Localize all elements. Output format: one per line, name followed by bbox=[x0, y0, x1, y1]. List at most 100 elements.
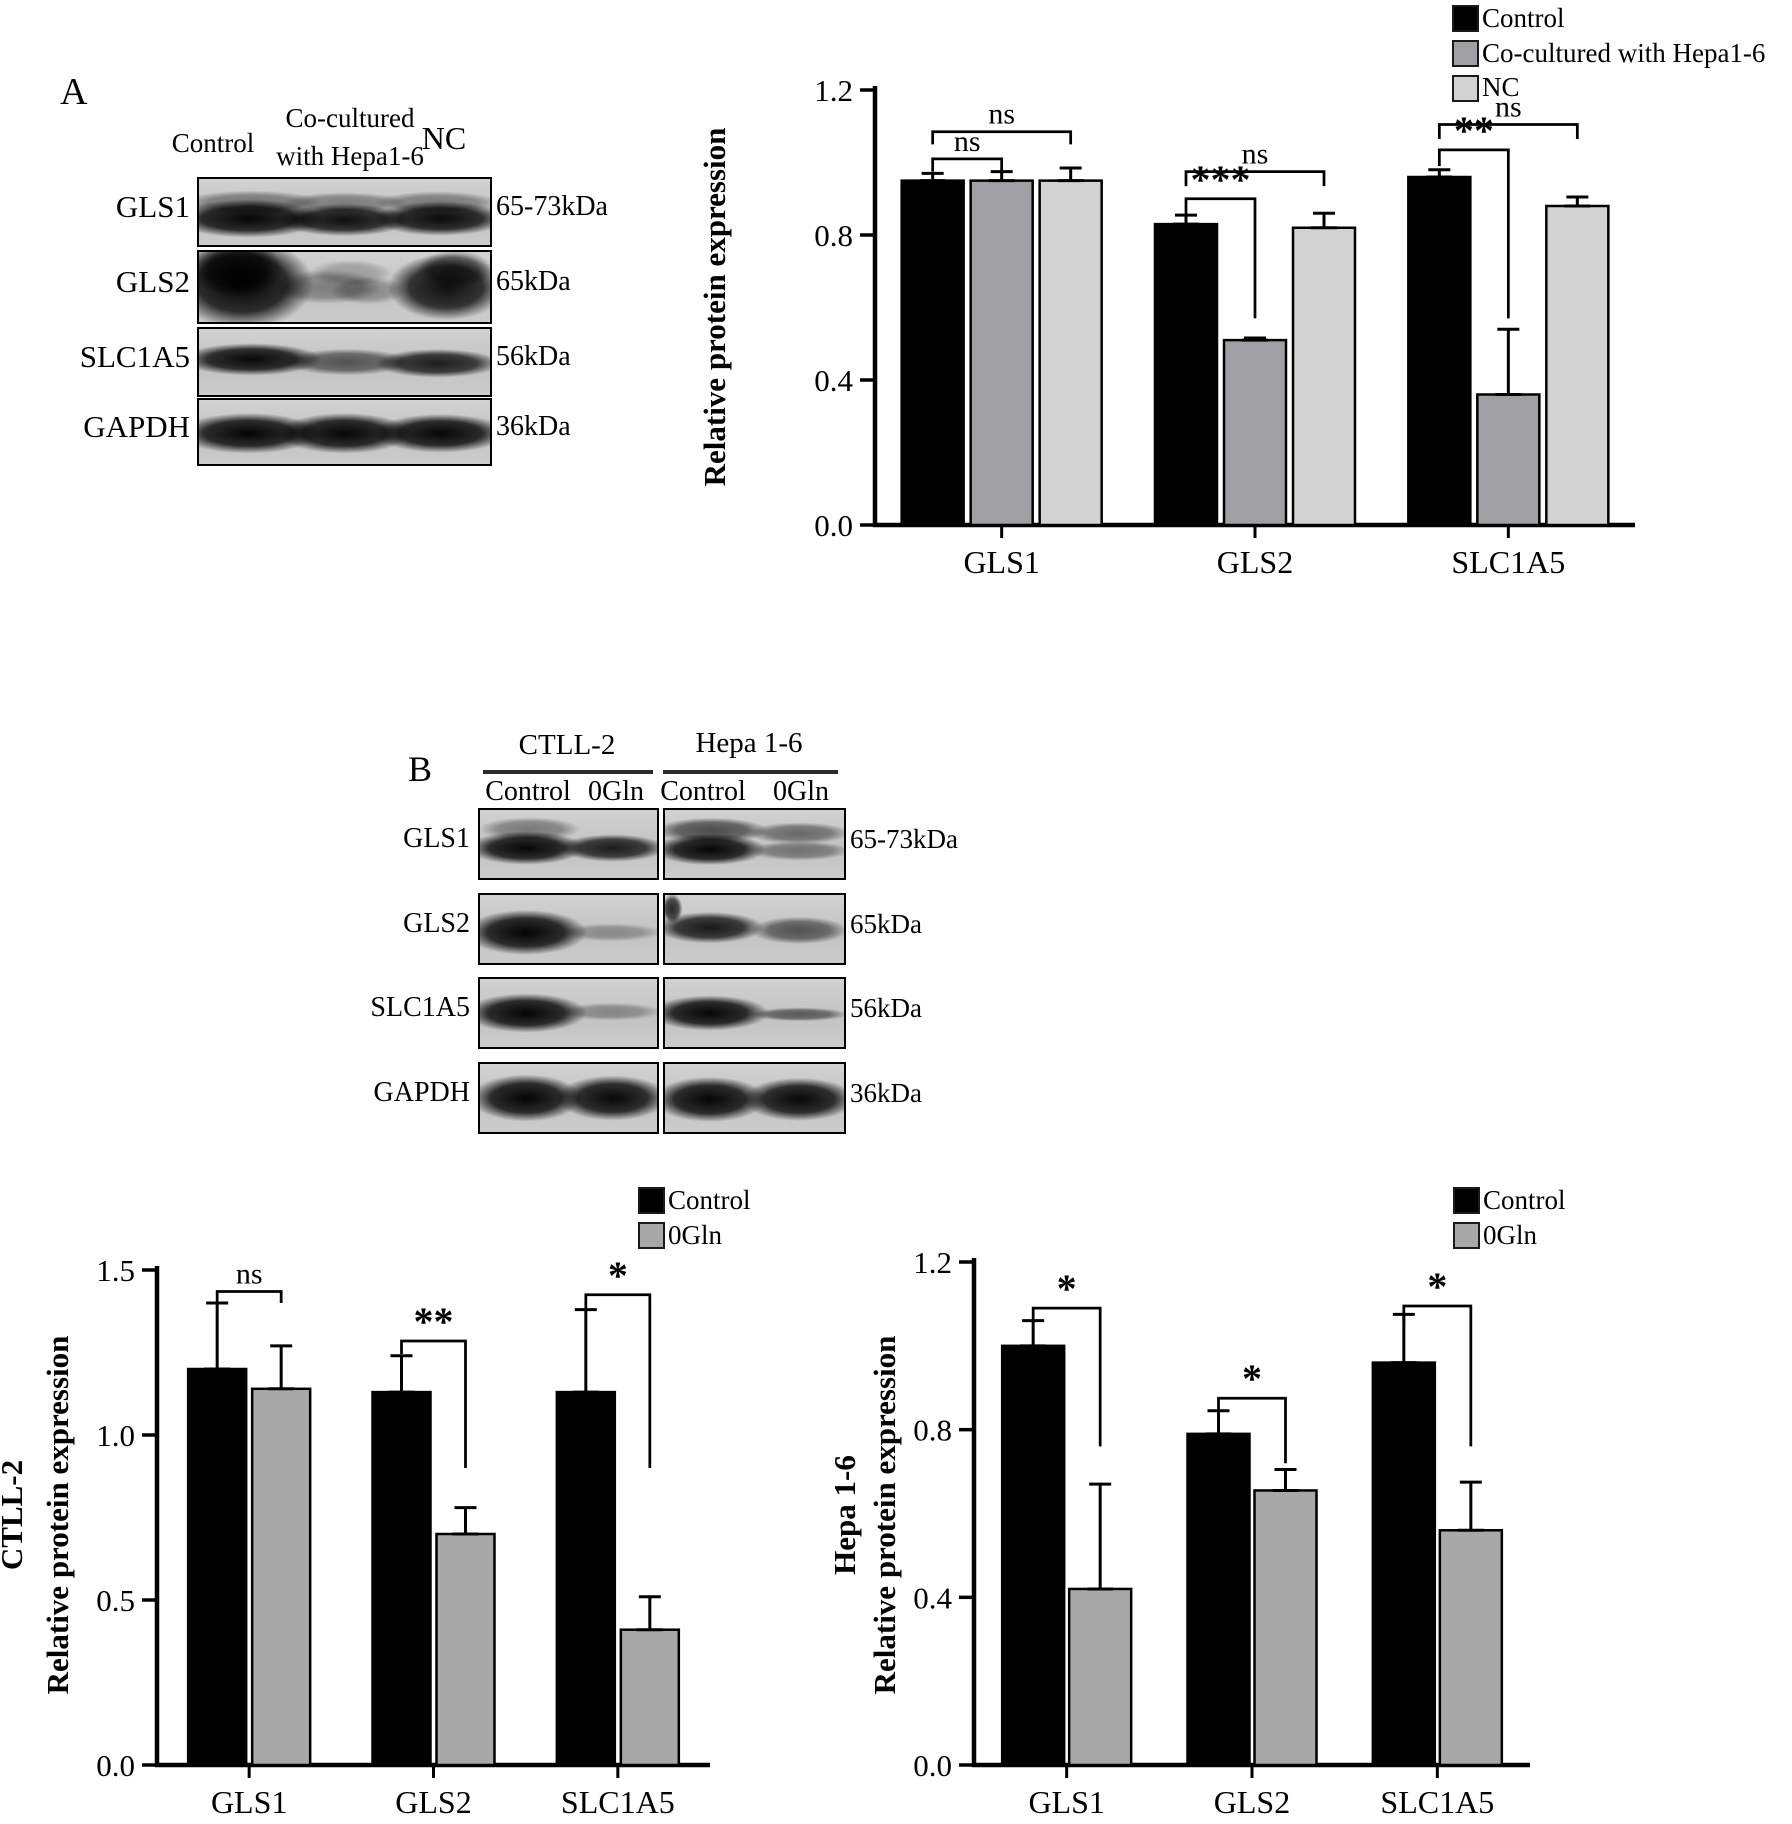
y-tick-label: 0.8 bbox=[814, 218, 853, 253]
bar-GLS2-0Gln bbox=[1253, 1489, 1318, 1767]
x-category-label: SLC1A5 bbox=[1380, 1784, 1494, 1820]
blot-row-label-gls2: GLS2 bbox=[115, 264, 190, 299]
significance-label: ns bbox=[236, 1257, 263, 1290]
blot-image-a-gls1 bbox=[197, 177, 492, 247]
blot-image-hepa16-gls2 bbox=[663, 893, 846, 965]
panel-b-label: B bbox=[408, 749, 433, 789]
legend-chart-a: Control Co-cultured with Hepa1-6 NC bbox=[1452, 3, 1766, 108]
significance-label: ns bbox=[954, 125, 981, 158]
y-tick-label: 0.4 bbox=[814, 363, 853, 398]
significance-bracket bbox=[1217, 1396, 1287, 1464]
significance-label: ns bbox=[1242, 138, 1269, 171]
molecular-weight-label: 65-73kDa bbox=[496, 191, 608, 222]
panel-b-hepa16-col-control: Control bbox=[660, 776, 746, 807]
error-bar bbox=[1272, 1467, 1299, 1492]
error-bar bbox=[1457, 1480, 1484, 1532]
bar-SLC1A5-Co-cultured-with-Hepa1-6 bbox=[1476, 393, 1541, 527]
legend-item: 0Gln bbox=[1453, 1219, 1566, 1251]
y-tick-label: 1.0 bbox=[96, 1418, 135, 1453]
y-axis-label: Relative protein expression bbox=[697, 128, 732, 487]
x-category-label: GLS1 bbox=[211, 1784, 287, 1820]
molecular-weight-label: 36kDa bbox=[496, 411, 571, 442]
legend-label: Co-cultured with Hepa1-6 bbox=[1482, 37, 1766, 68]
error-bar bbox=[1495, 327, 1522, 396]
error-bar bbox=[1426, 168, 1453, 179]
x-category-label: SLC1A5 bbox=[1451, 544, 1565, 580]
y-axis-label: Relative protein expression bbox=[40, 1336, 75, 1695]
significance-label: ns bbox=[1495, 90, 1522, 123]
blot-image-ctll2-gapdh bbox=[478, 1062, 659, 1134]
panel-b-ctll2-col-control: Control bbox=[485, 776, 571, 807]
x-category-label: GLS1 bbox=[1028, 1784, 1104, 1820]
error-bar bbox=[1242, 336, 1268, 342]
x-category-label: GLS2 bbox=[1214, 1784, 1290, 1820]
significance-bracket bbox=[1437, 148, 1510, 319]
legend-item: Control bbox=[638, 1185, 751, 1216]
panel-a-col-header-nc: NC bbox=[421, 120, 467, 156]
chart-hepa16-protein-expression: 0.0 0.4 0.8 1.2 GLS1 GLS2 SLC1A5 * * * Hepa 1-6 Rel… bbox=[780, 1180, 1792, 1824]
blot-image-hepa16-slc1a5 bbox=[663, 977, 846, 1049]
significance-label: ** bbox=[414, 1299, 454, 1344]
y-tick-label: 1.2 bbox=[814, 73, 853, 108]
x-category-label: GLS1 bbox=[963, 544, 1039, 580]
chart-ctll2-protein-expression: 0.0 0.5 1.0 1.5 GLS1 GLS2 SLC1A5 ns ** * CTLL-2 Rel… bbox=[0, 1180, 780, 1824]
significance-bracket bbox=[1437, 123, 1579, 139]
chart-cocultured-protein-expression: 0.0 0.4 0.8 1.2 GLS1 GLS2 SLC1A5 ns ns *** ns ** ns R… bbox=[680, 0, 1680, 645]
molecular-weight-label: 65kDa bbox=[850, 909, 922, 939]
panel-a-label: A bbox=[60, 71, 88, 113]
error-bar bbox=[919, 171, 946, 183]
error-bar bbox=[1057, 166, 1084, 183]
bar-GLS1-0Gln bbox=[250, 1387, 312, 1767]
bar-chart-svg: 0.0 0.4 0.8 1.2 GLS1 GLS2 SLC1A5 * * * Hepa 1-6 Rel… bbox=[827, 1245, 1530, 1820]
legend-swatch bbox=[1453, 1187, 1480, 1215]
panel-b-group-header-ctll2: CTLL-2 bbox=[518, 729, 616, 761]
legend-label: Control bbox=[1483, 1185, 1566, 1215]
bar-SLC1A5-Control bbox=[555, 1390, 617, 1767]
legend-swatch bbox=[638, 1222, 665, 1250]
blot-row-label-gls1: GLS1 bbox=[115, 189, 190, 224]
y-tick-label: 1.2 bbox=[913, 1245, 952, 1280]
significance-bracket bbox=[931, 157, 1004, 172]
panel-b-hepa16-col-0gln: 0Gln bbox=[773, 776, 829, 807]
blot-image-ctll2-gls1 bbox=[478, 808, 659, 880]
blot-image-ctll2-slc1a5 bbox=[478, 977, 659, 1049]
y-axis-label: CTLL-2 bbox=[0, 1460, 29, 1570]
legend-item: Co-cultured with Hepa1-6 bbox=[1452, 37, 1766, 69]
blot-image-ctll2-gls2 bbox=[478, 893, 659, 965]
error-bar bbox=[388, 1354, 415, 1394]
legend-label: Control bbox=[1482, 3, 1565, 33]
bar-GLS1-NC bbox=[1038, 179, 1103, 527]
significance-bracket bbox=[400, 1339, 467, 1468]
bar-GLS2-NC bbox=[1291, 226, 1357, 527]
x-category-label: SLC1A5 bbox=[561, 1784, 675, 1820]
legend-chart-ctll2: Control 0Gln bbox=[638, 1185, 751, 1255]
legend-label: Control bbox=[668, 1185, 751, 1215]
y-tick-label: 0.0 bbox=[814, 508, 853, 543]
blot-image-hepa16-gls1 bbox=[663, 808, 846, 880]
x-category-label: GLS2 bbox=[1217, 544, 1293, 580]
y-tick-label: 0.5 bbox=[96, 1583, 135, 1618]
legend-item: 0Gln bbox=[638, 1219, 751, 1251]
significance-bracket bbox=[1184, 170, 1326, 187]
error-bar bbox=[1564, 195, 1591, 208]
legend-swatch bbox=[1452, 40, 1479, 68]
legend-label: 0Gln bbox=[668, 1219, 722, 1250]
bar-SLC1A5-NC bbox=[1545, 204, 1610, 527]
panel-a-col-header-cocultured-line1: Co-cultured bbox=[285, 103, 415, 133]
legend-swatch bbox=[1453, 1222, 1480, 1250]
blot-row-label-gapdh: GAPDH bbox=[373, 1077, 470, 1108]
error-bar bbox=[572, 1308, 599, 1394]
significance-label: * bbox=[608, 1253, 628, 1298]
bar-GLS1-Co-cultured-with-Hepa1-6 bbox=[969, 179, 1034, 527]
bar-GLS2-Control bbox=[371, 1390, 432, 1767]
panel-a-col-header-control: Control bbox=[171, 128, 255, 158]
significance-label: ** bbox=[1454, 108, 1494, 153]
panel-b-group-header-hepa16: Hepa 1-6 bbox=[695, 727, 803, 759]
significance-label: *** bbox=[1191, 157, 1251, 202]
molecular-weight-label: 56kDa bbox=[850, 993, 922, 1023]
legend-chart-hepa16: Control 0Gln bbox=[1453, 1185, 1566, 1255]
legend-label: 0Gln bbox=[1483, 1219, 1537, 1250]
bar-GLS1-Control bbox=[186, 1367, 248, 1767]
